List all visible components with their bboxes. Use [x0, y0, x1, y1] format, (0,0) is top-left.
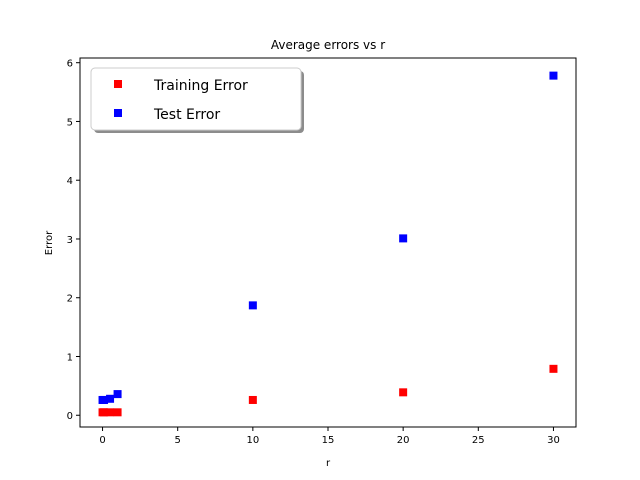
point-test-error	[549, 71, 558, 80]
point-training-error	[113, 408, 122, 417]
legend-marker-test-error	[114, 109, 122, 117]
y-tick-label: 1	[67, 352, 73, 363]
y-tick-label: 5	[67, 117, 73, 128]
point-training-error	[106, 408, 115, 417]
y-axis: 0 1 2 3 4 5 6	[67, 59, 80, 422]
x-tick-label: 0	[99, 435, 105, 446]
legend-label-training-error: Training Error	[153, 78, 248, 94]
data-points	[98, 71, 558, 417]
point-training-error	[549, 364, 558, 373]
point-test-error	[248, 301, 257, 310]
legend-box	[90, 67, 302, 131]
y-tick-label: 6	[67, 59, 73, 70]
legend-label-test-error: Test Error	[153, 107, 220, 123]
point-training-error	[248, 395, 257, 404]
plot-area: 0 5 10 15 20 25 30 0 1 2 3 4 5 6	[67, 57, 577, 446]
point-test-error	[100, 395, 109, 404]
y-tick-label: 0	[67, 411, 73, 422]
point-test-error	[113, 390, 122, 399]
y-tick-label: 4	[67, 176, 73, 187]
x-tick-label: 10	[246, 435, 259, 446]
y-tick-label: 2	[67, 294, 73, 305]
point-training-error	[100, 408, 109, 417]
legend: Training Error Test Error	[90, 67, 304, 133]
x-axis-label: r	[326, 458, 331, 469]
point-test-error	[399, 234, 408, 243]
x-tick-label: 15	[322, 435, 335, 446]
legend-marker-training-error	[114, 80, 122, 88]
x-tick-label: 30	[547, 435, 560, 446]
point-training-error	[399, 388, 408, 397]
x-tick-label: 25	[472, 435, 485, 446]
point-test-error	[106, 394, 115, 403]
x-axis: 0 5 10 15 20 25 30	[99, 427, 560, 446]
x-tick-label: 20	[397, 435, 410, 446]
chart-title: Average errors vs r	[271, 38, 385, 52]
x-tick-label: 5	[175, 435, 181, 446]
y-tick-label: 3	[67, 235, 73, 246]
y-axis-label: Error	[44, 230, 55, 255]
